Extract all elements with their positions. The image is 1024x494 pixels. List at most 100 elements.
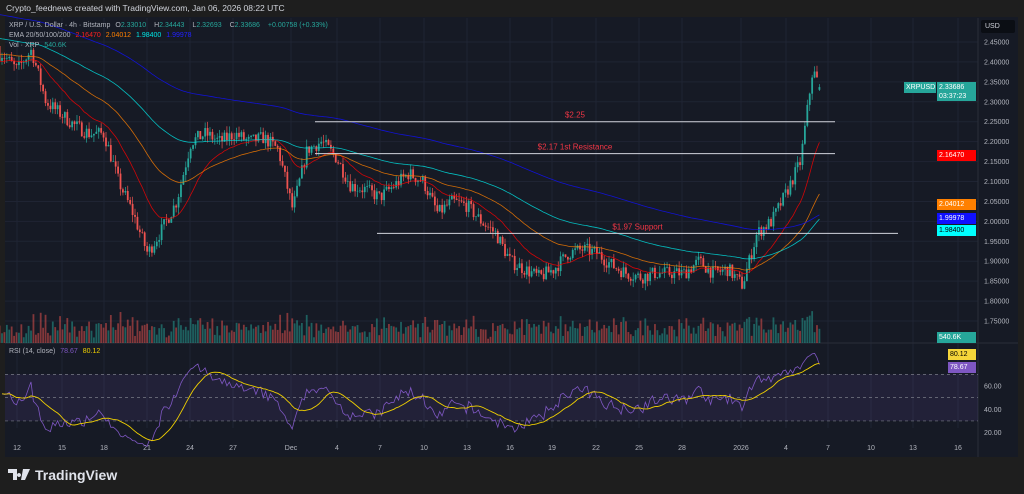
candle-body <box>603 259 606 266</box>
candle-body <box>286 171 289 189</box>
candle-body <box>639 273 642 280</box>
volume-bar <box>770 329 772 343</box>
candle-body <box>293 196 296 208</box>
time-tick-label: 22 <box>592 445 600 452</box>
volume-bar <box>250 324 252 343</box>
tradingview-logo-icon <box>8 469 30 480</box>
candle-body <box>540 270 543 274</box>
volume-bar <box>612 318 615 343</box>
candle-body <box>535 268 538 273</box>
candle-body <box>134 214 136 217</box>
volume-bar <box>484 329 487 343</box>
candle-body <box>274 141 277 146</box>
symbol-label[interactable]: XRP / U.S. Dollar · 4h · Bitstamp <box>9 22 111 29</box>
candle-body <box>10 56 13 62</box>
currency-selector[interactable]: USD <box>981 20 1015 33</box>
volume-bar <box>165 337 168 343</box>
volume-label[interactable]: Vol · XRP <box>9 42 40 49</box>
candle-body <box>141 232 144 233</box>
volume-bar <box>10 326 13 343</box>
candle-body <box>383 189 386 201</box>
candle-body <box>615 268 618 269</box>
price-tick-label: 2.30000 <box>984 99 1009 106</box>
ema20-line <box>0 59 820 275</box>
price-tick-label: 2.10000 <box>984 179 1009 186</box>
candle-body <box>687 269 690 279</box>
candle-body <box>675 268 678 272</box>
volume-bar <box>143 324 146 343</box>
candle-body <box>213 138 216 140</box>
volume-bar <box>646 325 649 343</box>
volume-bar <box>429 332 431 343</box>
volume-bar <box>690 333 693 343</box>
volume-bar <box>344 325 347 343</box>
volume-bar <box>818 328 821 343</box>
tradingview-logo[interactable]: TradingView <box>8 467 117 483</box>
candle-body <box>407 174 410 180</box>
time-tick-label: 10 <box>867 445 875 452</box>
volume-bar <box>100 324 103 343</box>
volume-bar <box>182 329 185 343</box>
ema200-tag: 1.99978 <box>937 213 976 224</box>
candle-body <box>707 267 710 273</box>
candle-body <box>574 248 577 250</box>
volume-bar <box>668 325 671 343</box>
candle-body <box>71 121 74 128</box>
volume-bar <box>349 329 352 343</box>
volume-bar <box>160 324 163 343</box>
candle-body <box>581 249 584 251</box>
rsi-label[interactable]: RSI (14, close) <box>9 348 56 355</box>
candle-body <box>334 153 337 163</box>
volume-bar <box>390 325 393 343</box>
volume-bar <box>513 321 516 343</box>
volume-bar <box>463 327 465 343</box>
volume-bar <box>339 325 342 343</box>
candle-body <box>811 77 814 94</box>
volume-bar <box>180 325 182 343</box>
volume-bar <box>329 329 332 343</box>
candle-body <box>177 197 180 208</box>
volume-bar <box>257 325 260 343</box>
volume-tag: 540.6K <box>937 332 976 343</box>
candle-body <box>448 199 451 206</box>
candle-body <box>438 204 441 212</box>
volume-bar <box>34 334 37 343</box>
volume-bar <box>615 325 618 343</box>
volume-bar <box>356 325 359 343</box>
volume-bar <box>264 331 267 343</box>
ema-label[interactable]: EMA 20/50/100/200 <box>9 32 71 39</box>
candle-body <box>736 274 739 275</box>
volume-bar <box>574 327 577 343</box>
volume-bar <box>102 327 105 343</box>
volume-bar <box>293 323 296 343</box>
volume-bar <box>808 315 811 343</box>
volume-bar <box>692 327 695 343</box>
volume-bar <box>66 318 69 343</box>
candle-body <box>796 162 799 168</box>
candle-body <box>380 192 383 201</box>
candle-body <box>745 268 748 282</box>
volume-bar <box>223 325 226 343</box>
close-number: 2.33686 <box>234 22 260 29</box>
volume-bar <box>634 330 637 343</box>
volume-bar <box>83 331 86 343</box>
candle-body <box>637 273 639 275</box>
candle-body <box>789 180 792 195</box>
candle-body <box>697 256 700 260</box>
chart-panel[interactable] <box>5 17 1018 457</box>
candle-body <box>608 262 610 268</box>
candle-body <box>117 166 119 174</box>
candle-body <box>695 259 697 266</box>
candle-body <box>719 270 722 272</box>
volume-bar <box>59 316 61 343</box>
volume-bar <box>419 337 422 343</box>
candle-body <box>163 219 165 225</box>
volume-bar <box>373 327 376 343</box>
candle-body <box>518 263 521 269</box>
ema50-line <box>0 53 820 271</box>
rsi-value: 78.67 <box>60 348 78 355</box>
candle-body <box>591 248 593 255</box>
level-label: $1.97 Support <box>612 222 663 231</box>
volume-bar <box>206 322 209 343</box>
